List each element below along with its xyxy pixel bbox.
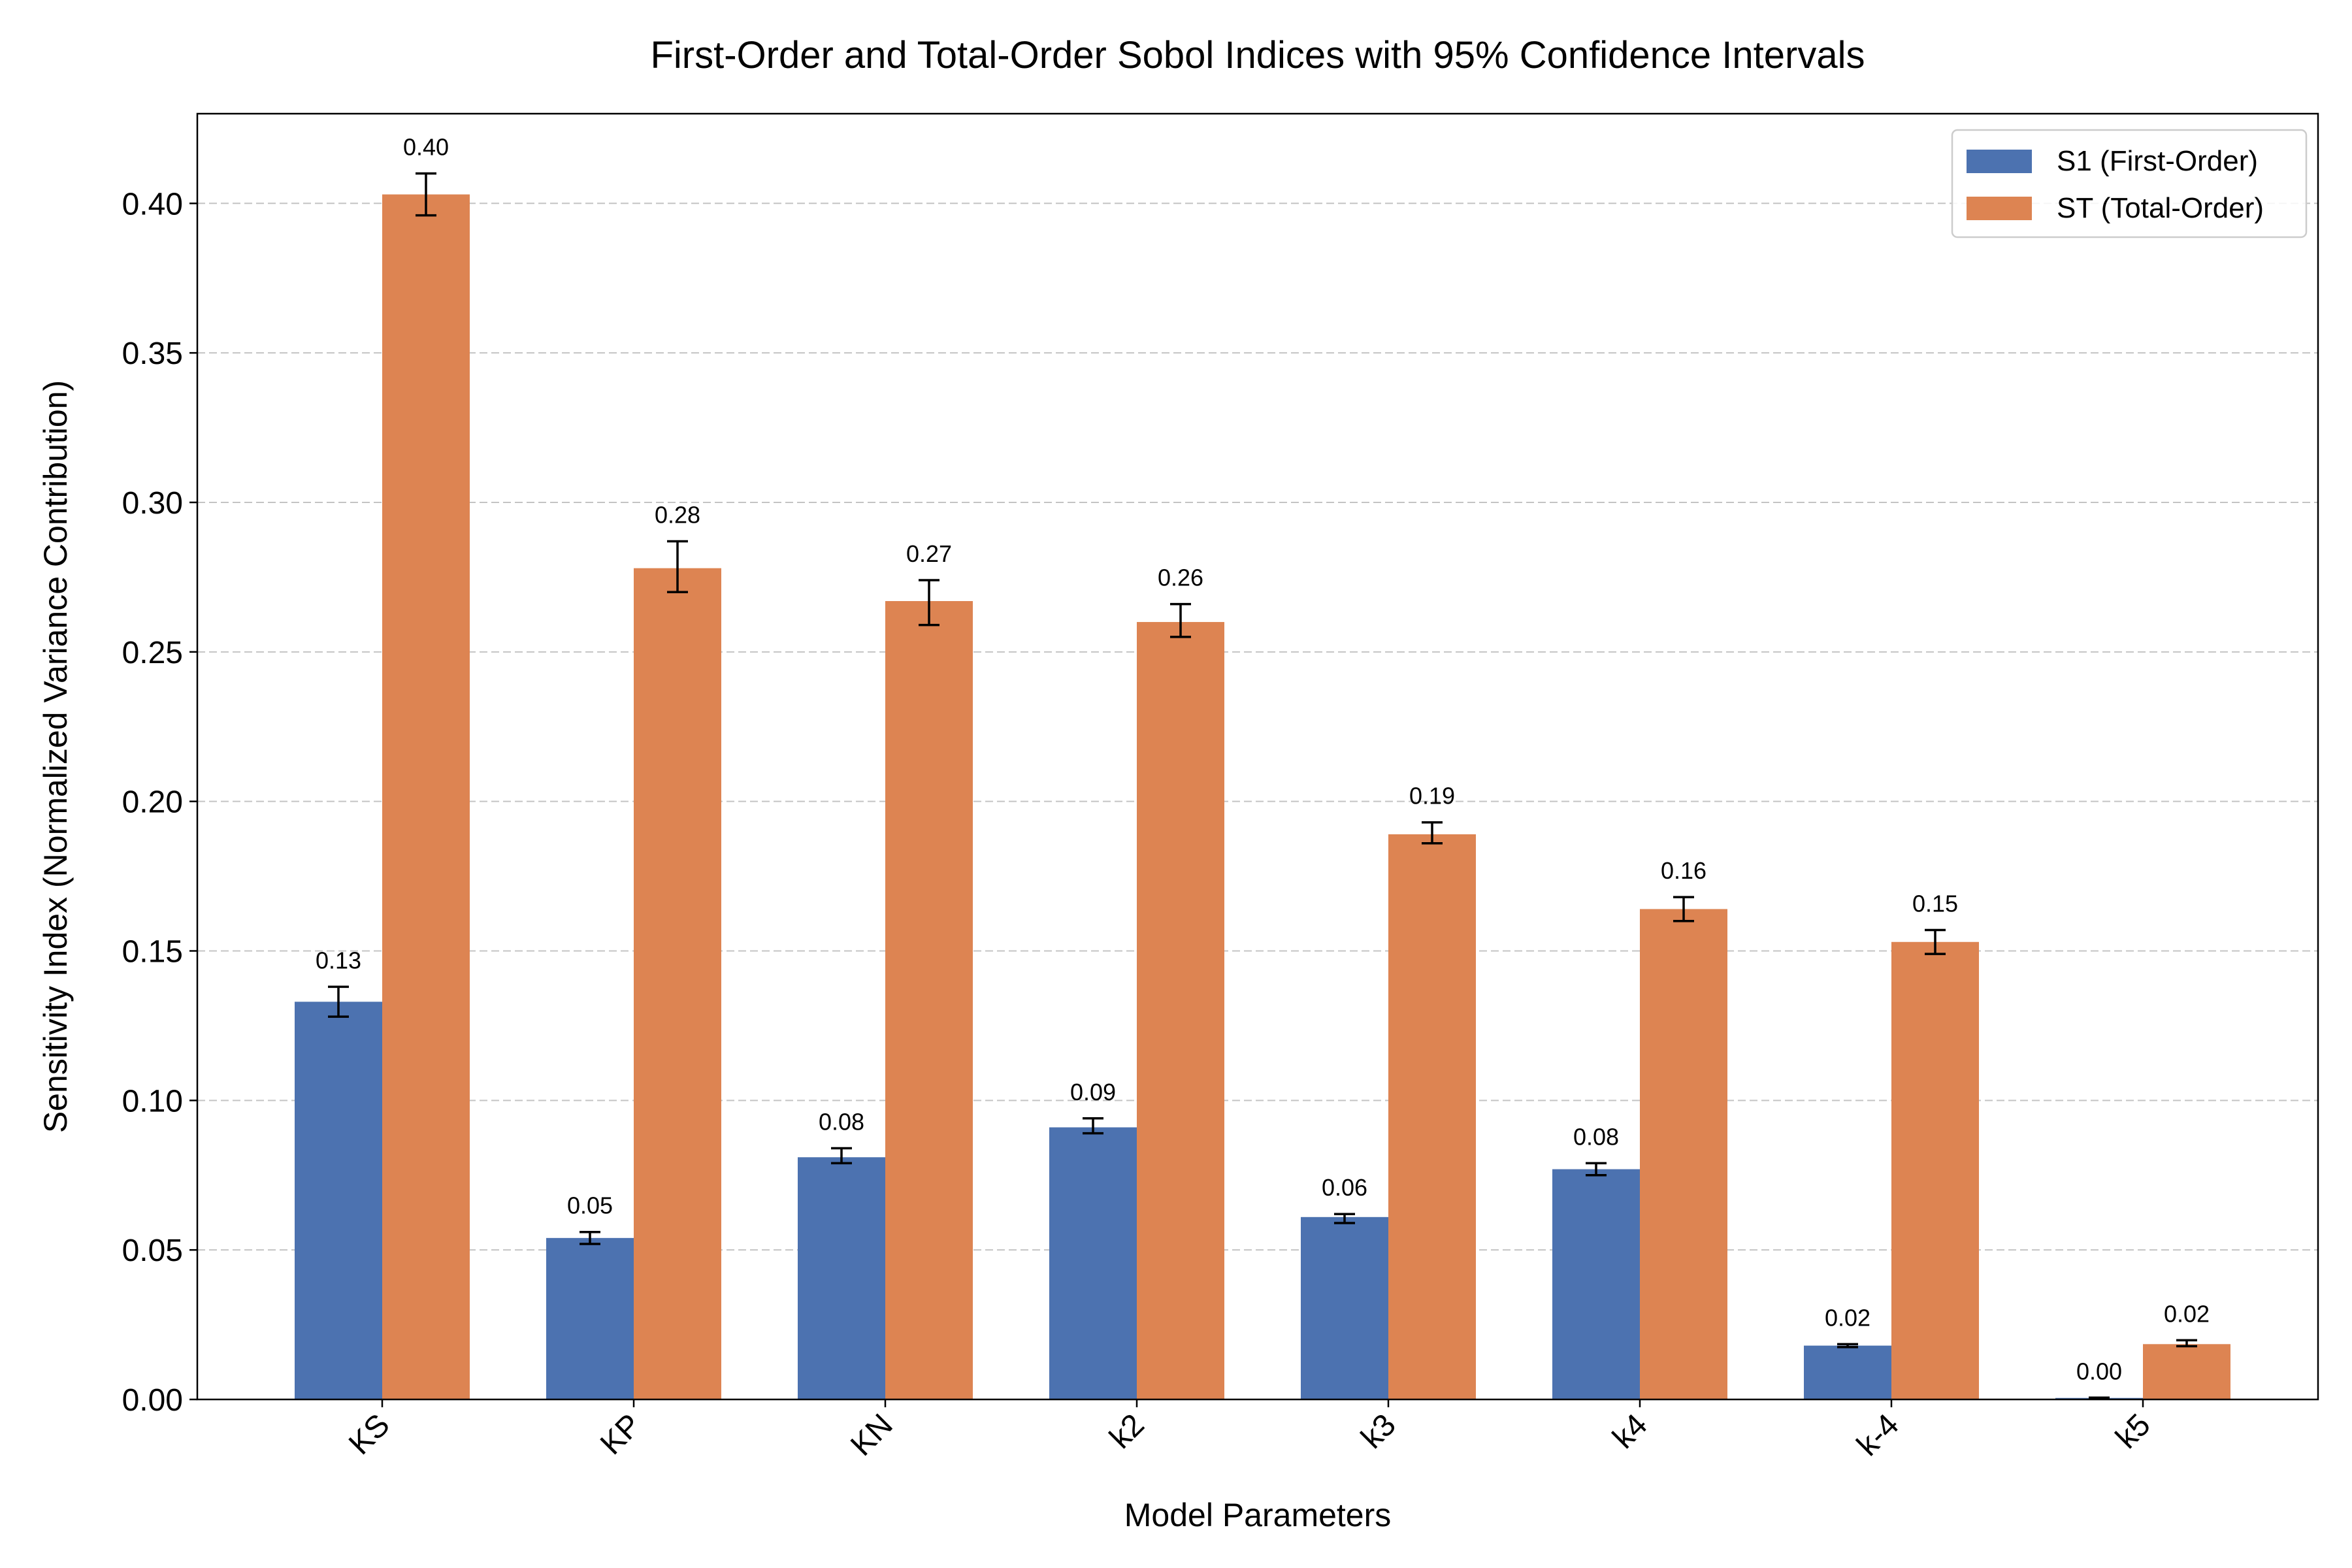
data-label: 0.26	[1158, 564, 1203, 591]
data-label: 0.08	[819, 1109, 864, 1135]
bar-s1	[1804, 1345, 1891, 1399]
bar-st	[1137, 622, 1224, 1399]
bar-s1	[798, 1157, 885, 1399]
x-axis: KS KP KN k2 k3 k4 k-4 k5	[342, 1399, 2157, 1463]
y-tick-label: 0.25	[122, 636, 183, 670]
data-label: 0.27	[906, 540, 952, 567]
y-tick-label: 0.00	[122, 1383, 183, 1418]
data-labels: 0.13 0.05 0.08 0.09 0.06 0.08 0.02 0.00 0.40 0.28…	[316, 134, 2210, 1385]
data-label: 0.08	[1573, 1123, 1619, 1150]
data-label: 0.00	[2076, 1358, 2122, 1384]
bar-s1	[1552, 1169, 1640, 1399]
data-label: 0.06	[1322, 1174, 1367, 1201]
legend-entry: S1 (First-Order)	[2057, 145, 2258, 177]
data-label: 0.15	[1912, 890, 1958, 917]
x-tick-label: k2	[1103, 1407, 1151, 1455]
data-label: 0.02	[2164, 1300, 2210, 1327]
y-axis-label: Sensitivity Index (Normalized Variance C…	[37, 380, 74, 1133]
y-tick-label: 0.10	[122, 1084, 183, 1119]
y-tick-label: 0.30	[122, 486, 183, 521]
bar-s1	[546, 1237, 634, 1399]
x-tick-label: KP	[594, 1407, 648, 1462]
data-label: 0.40	[403, 134, 449, 161]
y-tick-label: 0.15	[122, 934, 183, 969]
bar-st	[1891, 941, 1979, 1399]
bar-st	[885, 601, 973, 1399]
data-label: 0.16	[1661, 857, 1707, 884]
gridlines	[197, 203, 2318, 1251]
y-tick-label: 0.05	[122, 1233, 183, 1268]
legend: S1 (First-Order) ST (Total-Order)	[1951, 129, 2308, 238]
legend-entry: ST (Total-Order)	[2057, 192, 2264, 224]
x-tick-label: k3	[1354, 1407, 1402, 1455]
data-label: 0.19	[1409, 783, 1455, 809]
y-tick-label: 0.35	[122, 336, 183, 371]
data-label: 0.05	[567, 1192, 613, 1219]
bar-st	[1388, 834, 1476, 1399]
legend-swatch	[1967, 150, 2032, 173]
plot-frame	[196, 112, 2319, 1401]
x-tick-label: KS	[342, 1407, 397, 1462]
data-label: 0.28	[655, 501, 700, 528]
bars	[295, 194, 2230, 1400]
bar-st	[634, 568, 721, 1400]
data-label: 0.13	[316, 947, 361, 973]
bar-st	[2143, 1344, 2230, 1399]
x-axis-label: Model Parameters	[1124, 1497, 1392, 1533]
y-axis: 0.00 0.05 0.10 0.15 0.20 0.25 0.30 0.35 0.40	[122, 187, 197, 1418]
bar-s1	[1049, 1127, 1137, 1399]
bar-st	[1640, 909, 1727, 1399]
y-tick-label: 0.20	[122, 785, 183, 820]
data-label: 0.02	[1825, 1304, 1870, 1331]
error-bars	[328, 172, 2197, 1399]
chart-title: First-Order and Total-Order Sobol Indice…	[650, 34, 1865, 76]
legend-box	[1951, 129, 2308, 238]
y-tick-label: 0.40	[122, 187, 183, 221]
x-tick-label: k5	[2109, 1407, 2157, 1455]
bar-st	[382, 194, 470, 1400]
bar-s1	[295, 1002, 382, 1399]
x-tick-label: k-4	[1850, 1407, 1906, 1463]
x-tick-label: KN	[844, 1407, 900, 1463]
data-label: 0.09	[1070, 1079, 1116, 1105]
bar-s1	[1301, 1217, 1388, 1399]
legend-swatch	[1967, 197, 2032, 220]
x-tick-label: k4	[1606, 1407, 1654, 1455]
